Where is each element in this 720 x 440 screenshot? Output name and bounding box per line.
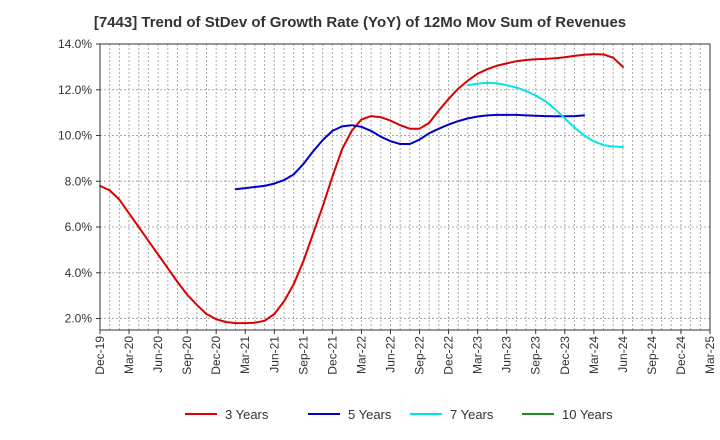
x-tick-label: Jun-24: [616, 336, 630, 373]
x-tick-label: Dec-22: [442, 336, 456, 375]
y-tick-label: 8.0%: [65, 174, 93, 188]
x-tick-label: Mar-22: [354, 336, 368, 374]
x-tick-label: Jun-22: [383, 336, 397, 373]
x-tick-label: Jun-21: [267, 336, 281, 373]
x-tick-label: Sep-24: [645, 336, 659, 375]
x-tick-label: Dec-23: [558, 336, 572, 375]
y-tick-label: 12.0%: [58, 83, 92, 97]
x-axis-ticks: Dec-19 Mar-20 Jun-20 Sep-20 Dec-20 Mar-21 Jun-…: [93, 330, 717, 375]
series-line-7-years: [466, 81, 624, 148]
x-tick-label: Dec-21: [325, 336, 339, 375]
y-axis-ticks: 2.0% 4.0% 6.0% 8.0% 10.0% 12.0% 14.0%: [58, 37, 100, 326]
y-tick-label: 2.0%: [65, 312, 93, 326]
x-tick-label: Mar-20: [122, 336, 136, 374]
chart-title: [7443] Trend of StDev of Growth Rate (Yo…: [93, 14, 627, 31]
x-tick-label: Sep-22: [413, 336, 427, 375]
x-tick-label: Dec-19: [93, 336, 107, 375]
x-tick-label: Mar-21: [238, 336, 252, 374]
x-tick-label: Jun-20: [151, 336, 165, 373]
x-tick-label: Dec-24: [674, 336, 688, 375]
series-line-3-years: [99, 53, 624, 325]
legend: 3 Years 5 Years 7 Years 10 Years: [185, 407, 613, 422]
legend-label: 5 Years: [348, 407, 392, 422]
grid-lines: [100, 44, 710, 330]
x-tick-label: Mar-23: [471, 336, 485, 374]
series-line-5-years: [234, 113, 586, 191]
series-lines: [99, 53, 624, 325]
x-tick-label: Sep-20: [180, 336, 194, 375]
legend-label: 10 Years: [562, 407, 613, 422]
plot-border: [99, 43, 711, 331]
plot-area: [100, 44, 710, 330]
y-tick-label: 14.0%: [58, 37, 92, 51]
x-tick-label: Mar-25: [703, 336, 717, 374]
legend-label: 3 Years: [225, 407, 269, 422]
x-tick-label: Mar-24: [587, 336, 601, 374]
legend-label: 7 Years: [450, 407, 494, 422]
y-tick-label: 4.0%: [65, 266, 93, 280]
y-tick-label: 6.0%: [65, 220, 93, 234]
x-tick-label: Sep-23: [529, 336, 543, 375]
x-tick-label: Dec-20: [209, 336, 223, 375]
y-tick-label: 10.0%: [58, 129, 92, 143]
x-tick-label: Sep-21: [296, 336, 310, 375]
x-tick-label: Jun-23: [500, 336, 514, 373]
